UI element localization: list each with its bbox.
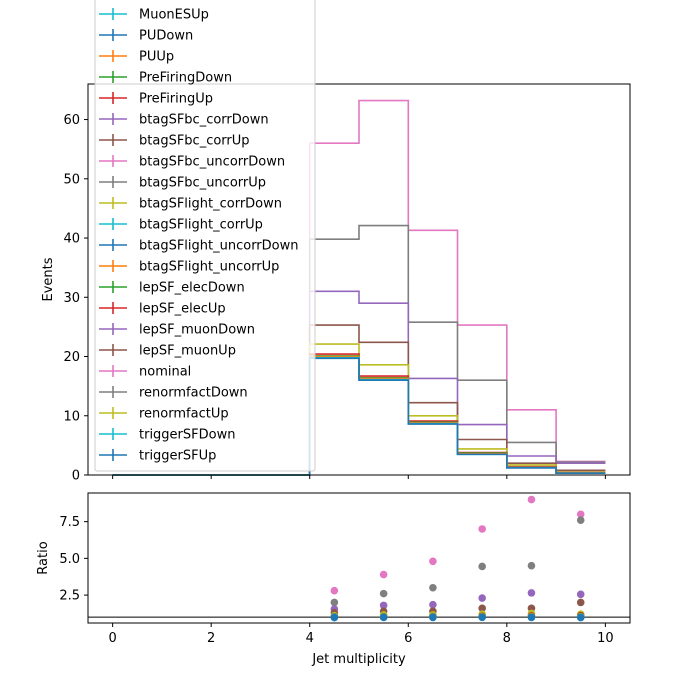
legend-entry: btagSFbc_corrDown: [99, 113, 269, 128]
main-y-tick-label: 10: [63, 409, 80, 424]
legend-entry: btagSFlight_corrDown: [99, 197, 282, 212]
legend: MuonESUp PUDown PUUp PreFiringDown PreFiring…: [94, 0, 316, 472]
main-y-tick-label: 60: [63, 113, 80, 128]
ratio-point-9-5: [576, 613, 585, 622]
ratio-x-tick-label: 8: [503, 631, 511, 646]
ratio-point-0-2: [429, 557, 437, 566]
ratio-point-1-1: [379, 589, 388, 598]
main-axes-frame: [87, 83, 631, 476]
ratio-point-9-0: [330, 613, 339, 622]
ratio-point-1-2: [429, 583, 437, 592]
legend-label: triggerSFUp: [139, 449, 216, 464]
ratio-x-tick-label: 6: [404, 631, 412, 646]
ratio-point-0-1: [379, 570, 388, 579]
main-y-tick-label: 30: [63, 291, 80, 306]
ratio-point-0-0: [330, 586, 339, 595]
legend-entry: triggerSFUp: [99, 449, 216, 464]
legend-label: btagSFbc_uncorrDown: [139, 155, 285, 170]
legend-entry: btagSFlight_uncorrDown: [99, 239, 299, 254]
ratio-point-0-3: [478, 525, 486, 533]
legend-label: PreFiringUp: [139, 92, 213, 107]
ratio-point-3-3: [478, 604, 486, 613]
ratio-x-tick-label: 10: [597, 631, 614, 646]
legend-label: PreFiringDown: [139, 71, 232, 86]
ratio-point-1-3: [478, 562, 486, 571]
main-y-tick-label: 40: [63, 232, 80, 247]
ratio-point-1-5: [576, 516, 585, 524]
ratio-point-1-0: [330, 598, 339, 607]
legend-label: MuonESUp: [139, 8, 209, 23]
ratio-point-2-5: [576, 590, 585, 599]
ratio-point-9-3: [478, 613, 486, 622]
legend-label: btagSFbc_uncorrUp: [139, 176, 266, 191]
legend-label: PUDown: [139, 29, 193, 44]
legend-entry: PUUp: [99, 50, 174, 65]
ratio-x-tick-label: 0: [108, 631, 116, 646]
ratio-point-2-1: [379, 601, 388, 610]
ratio-point-2-3: [478, 594, 486, 602]
legend-box: [94, 0, 316, 472]
legend-label: btagSFlight_uncorrDown: [139, 239, 299, 254]
legend-label: lepSF_elecUp: [139, 302, 226, 317]
legend-entry: triggerSFDown: [99, 428, 235, 443]
ratio-y-tick-label: 5.0: [59, 552, 80, 567]
legend-entry: renormfactUp: [99, 407, 229, 422]
main-y-tick-label: 50: [63, 172, 80, 187]
ratio-point-2-2: [429, 600, 437, 609]
legend-label: btagSFlight_corrUp: [139, 218, 263, 233]
legend-entry: btagSFlight_corrUp: [99, 218, 263, 233]
ratio-y-tick-label: 2.5: [59, 589, 80, 604]
legend-label: btagSFbc_corrDown: [139, 113, 269, 128]
legend-label: renormfactUp: [139, 407, 229, 422]
legend-entry: btagSFbc_uncorrUp: [99, 176, 266, 191]
x-axis-label: Jet multiplicity: [311, 652, 406, 667]
legend-entry: btagSFlight_uncorrUp: [99, 260, 279, 275]
legend-label: PUUp: [139, 50, 174, 65]
legend-entry: lepSF_muonUp: [99, 344, 236, 359]
ratio-point-1-4: [527, 561, 536, 570]
legend-entry: renormfactDown: [99, 386, 248, 401]
legend-label: lepSF_muonDown: [139, 323, 255, 338]
legend-entry: lepSF_elecDown: [99, 281, 245, 296]
legend-label: btagSFlight_uncorrUp: [139, 260, 279, 275]
main-y-axis-label: Events: [41, 257, 56, 301]
ratio-plot: 0 2 4 6 8 10 2.5 5.0 7.5 Jet multiplicity Ratio: [36, 492, 631, 667]
legend-entry: PreFiringUp: [99, 92, 213, 107]
legend-label: triggerSFDown: [139, 428, 235, 443]
ratio-point-9-4: [527, 613, 536, 622]
legend-label: renormfactDown: [139, 386, 248, 401]
ratio-point-0-5: [576, 510, 585, 519]
main-plot: 0 10 20 30 40 50 60 Events: [41, 83, 631, 484]
legend-entry: nominal: [99, 365, 191, 380]
ratio-x-tick-label: 4: [306, 631, 314, 646]
ratio-point-9-1: [379, 613, 388, 622]
ratio-x-tick-label: 2: [207, 631, 215, 646]
legend-entry: PUDown: [99, 29, 193, 44]
ratio-point-0-4: [527, 495, 536, 504]
ratio-point-3-5: [576, 598, 585, 607]
legend-entry: PreFiringDown: [99, 71, 232, 86]
legend-label: lepSF_elecDown: [139, 281, 245, 296]
legend-label: lepSF_muonUp: [139, 344, 236, 359]
legend-entry: btagSFbc_uncorrDown: [99, 155, 285, 170]
ratio-y-axis-label: Ratio: [36, 541, 51, 574]
main-y-tick-label: 20: [63, 350, 80, 365]
legend-entry: MuonESUp: [99, 8, 209, 23]
ratio-y-tick-label: 7.5: [59, 515, 80, 530]
main-y-tick-label: 0: [72, 469, 80, 484]
legend-label: btagSFlight_corrDown: [139, 197, 282, 212]
ratio-point-9-2: [429, 613, 437, 622]
legend-label: nominal: [139, 365, 191, 380]
ratio-point-2-4: [527, 589, 536, 597]
legend-label: btagSFbc_corrUp: [139, 134, 250, 149]
legend-entry: btagSFbc_corrUp: [99, 134, 250, 149]
legend-entry: lepSF_elecUp: [99, 302, 226, 317]
legend-entry: lepSF_muonDown: [99, 323, 255, 338]
